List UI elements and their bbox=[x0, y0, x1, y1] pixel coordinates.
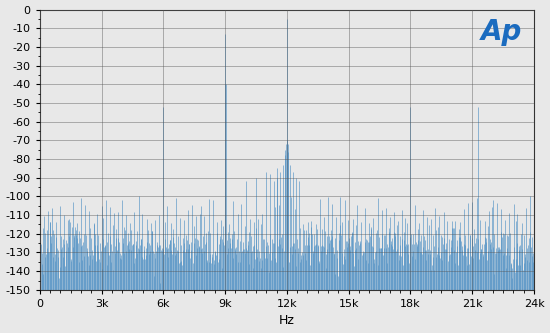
X-axis label: Hz: Hz bbox=[279, 314, 295, 327]
Text: Ap: Ap bbox=[480, 18, 522, 46]
